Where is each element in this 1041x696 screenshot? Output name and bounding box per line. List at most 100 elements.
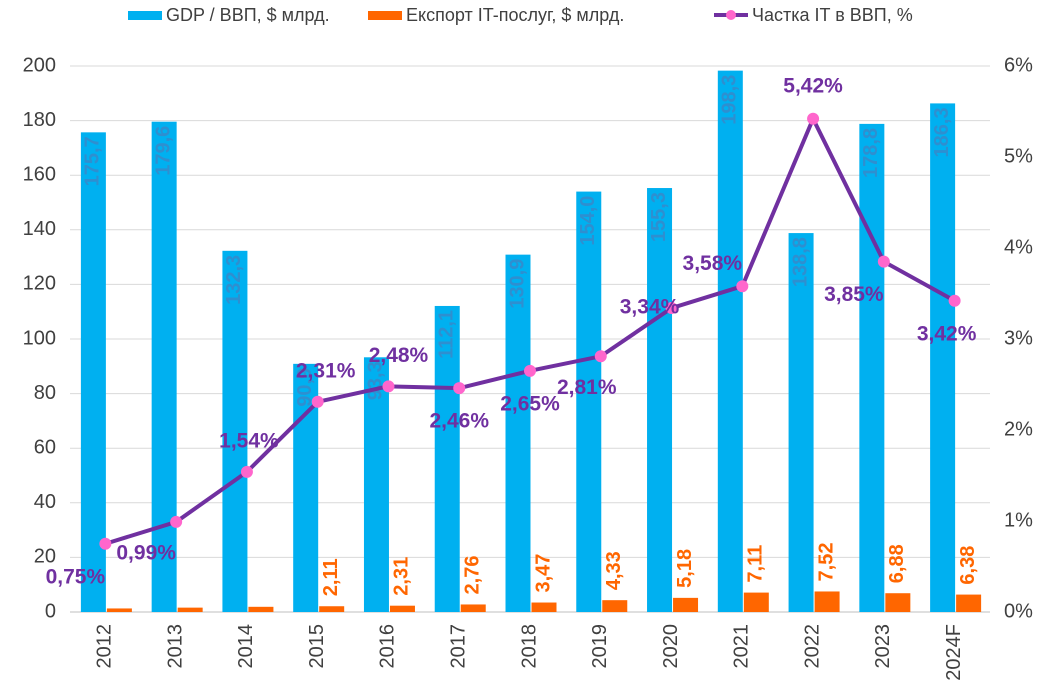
- y-tick-label: 0: [45, 600, 56, 622]
- point-label: 5,42%: [783, 74, 843, 97]
- x-tick-label: 2020: [660, 624, 682, 669]
- bar: [788, 233, 814, 613]
- legend-label: GDP / ВВП, $ млрд.: [166, 5, 330, 25]
- point: [382, 380, 395, 393]
- point: [240, 465, 253, 478]
- bar-label: 90,9: [294, 368, 316, 407]
- point: [665, 302, 678, 315]
- point-label: 3,85%: [824, 283, 884, 306]
- x-tick-label: 2012: [94, 624, 116, 669]
- bar-label: 5,18: [674, 549, 696, 588]
- bar-label: 179,6: [152, 126, 174, 176]
- x-tick-label: 2022: [801, 624, 823, 669]
- bar-label: 178,8: [860, 128, 882, 178]
- point-label: 0,99%: [116, 541, 176, 564]
- bar-label: 2,76: [462, 556, 484, 595]
- bar: [222, 250, 248, 613]
- bar: [602, 600, 628, 612]
- bar-label: 154,0: [577, 196, 599, 246]
- bar-label: 132,3: [223, 255, 245, 305]
- bar: [363, 357, 389, 612]
- bar-label: 175,7: [82, 136, 104, 186]
- bar-label: 6,88: [886, 544, 908, 583]
- point-label: 3,42%: [917, 322, 977, 345]
- y-tick-label: 80: [34, 382, 56, 404]
- point-label: 3,34%: [620, 296, 680, 319]
- y2-tick-label: 4%: [1004, 236, 1033, 258]
- y2-tick-label: 1%: [1004, 509, 1033, 531]
- bar-label: 93,3: [365, 361, 387, 400]
- point-label: 2,48%: [369, 344, 429, 367]
- point: [524, 364, 536, 377]
- x-tick-label: 2023: [872, 624, 894, 669]
- bar-label: 7,52: [815, 543, 837, 582]
- y-tick-label: 120: [23, 273, 56, 295]
- bar: [647, 188, 673, 612]
- bar: [319, 606, 345, 612]
- y-tick-label: 40: [34, 491, 56, 513]
- bar: [460, 604, 486, 612]
- y-tick-label: 60: [34, 436, 56, 458]
- bar: [177, 607, 203, 612]
- bar-label: 112,1: [436, 310, 458, 359]
- point: [453, 382, 466, 395]
- y-tick-label: 100: [23, 327, 56, 349]
- point-label: 2,65%: [500, 392, 560, 415]
- bar-label: 186,3: [931, 107, 953, 157]
- bar: [717, 70, 743, 613]
- legend-label: Частка IT в ВВП, %: [752, 5, 913, 25]
- x-tick-label: 2018: [518, 624, 540, 669]
- point-label: 2,81%: [557, 376, 617, 399]
- bar: [151, 121, 177, 612]
- bar: [859, 123, 885, 612]
- bar: [505, 254, 531, 612]
- x-tick-label: 2013: [164, 624, 186, 669]
- y-tick-label: 140: [23, 218, 56, 240]
- x-tick-label: 2021: [731, 624, 753, 669]
- legend-label: Експорт IT-послуг, $ млрд.: [406, 5, 624, 25]
- bar: [248, 606, 274, 612]
- point-label: 0,75%: [46, 565, 106, 588]
- bar-label: 155,3: [648, 192, 670, 242]
- bar: [885, 593, 911, 612]
- point: [877, 255, 890, 268]
- bar: [576, 191, 602, 612]
- x-tick-label: 2014: [235, 624, 257, 669]
- point-label: 2,46%: [429, 410, 489, 433]
- bar: [531, 602, 557, 612]
- point: [807, 112, 820, 125]
- point: [948, 294, 961, 307]
- bar: [930, 103, 956, 612]
- bar-label: 130,9: [506, 259, 528, 309]
- y2-tick-label: 6%: [1004, 54, 1033, 76]
- point-label: 3,58%: [683, 252, 743, 275]
- bar-label: 7,11: [745, 545, 767, 583]
- bar: [434, 305, 460, 612]
- x-tick-label: 2015: [306, 624, 328, 669]
- point: [594, 350, 607, 363]
- y-tick-label: 180: [23, 109, 56, 131]
- point-label: 1,54%: [219, 429, 279, 452]
- bar: [956, 594, 982, 612]
- bar-label: 6,38: [957, 546, 979, 585]
- bar: [389, 605, 415, 612]
- point: [736, 280, 749, 293]
- bar: [673, 597, 699, 612]
- point: [311, 395, 324, 408]
- bar-label: 2,11: [320, 558, 342, 596]
- legend-swatch: [726, 10, 736, 20]
- x-tick-label: 2024F: [943, 624, 965, 681]
- bar: [814, 591, 840, 612]
- bar-label: 138,8: [789, 237, 811, 287]
- y-tick-label: 200: [23, 54, 56, 76]
- legend-swatch: [128, 11, 162, 20]
- y2-tick-label: 3%: [1004, 327, 1033, 349]
- legend-swatch: [368, 11, 402, 20]
- point: [99, 537, 112, 550]
- bar: [106, 608, 132, 612]
- bar-label: 3,47: [532, 554, 554, 593]
- point: [170, 515, 183, 528]
- bar-label: 198,3: [719, 75, 741, 125]
- x-tick-label: 2019: [589, 624, 611, 669]
